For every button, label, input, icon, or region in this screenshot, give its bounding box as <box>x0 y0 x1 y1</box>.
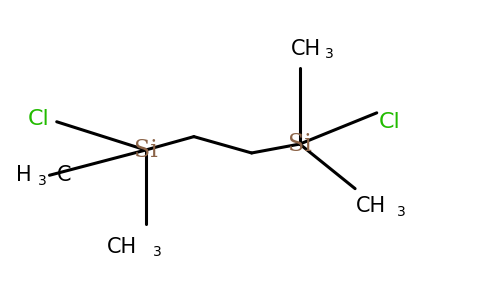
Text: 3: 3 <box>325 47 333 61</box>
Text: CH: CH <box>291 39 321 59</box>
Text: 3: 3 <box>37 174 46 188</box>
Text: Cl: Cl <box>379 112 401 132</box>
Text: CH: CH <box>107 237 137 256</box>
Text: 3: 3 <box>153 245 162 259</box>
Text: Si: Si <box>288 133 312 156</box>
Text: Cl: Cl <box>28 109 49 129</box>
Text: 3: 3 <box>397 205 406 219</box>
Text: H: H <box>16 165 31 185</box>
Text: Si: Si <box>134 139 158 161</box>
Text: CH: CH <box>356 196 386 217</box>
Text: C: C <box>57 165 71 185</box>
